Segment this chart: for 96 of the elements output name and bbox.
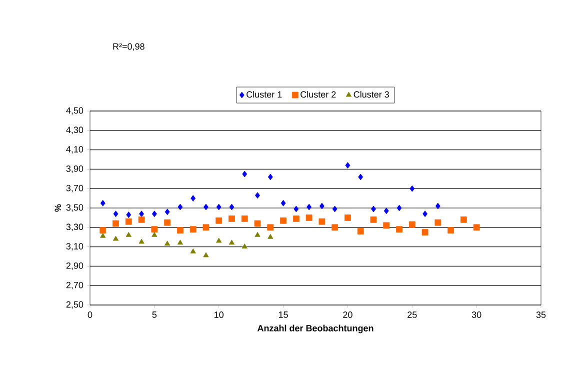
x-tick-label: 15 <box>278 312 288 318</box>
point <box>178 204 183 210</box>
y-tick-label: 2,90 <box>66 262 84 270</box>
point <box>280 200 286 206</box>
point <box>396 204 402 212</box>
point <box>358 174 364 180</box>
point <box>292 215 300 222</box>
point <box>190 226 196 233</box>
point <box>100 200 106 206</box>
x-tick-label: 20 <box>343 312 352 318</box>
x-tick-label: 0 <box>88 312 92 318</box>
point <box>139 210 144 218</box>
point <box>306 214 312 221</box>
y-tick-label: 2,50 <box>66 301 84 309</box>
point <box>306 204 312 210</box>
point <box>216 238 222 243</box>
text: R²=0,98 <box>113 43 144 51</box>
point <box>138 216 145 223</box>
point <box>319 202 324 210</box>
point <box>177 227 184 234</box>
point <box>152 232 158 237</box>
point <box>164 208 170 216</box>
x-tick-label: 10 <box>214 312 224 318</box>
point <box>228 215 235 222</box>
point <box>434 219 442 226</box>
point <box>202 224 210 231</box>
point <box>422 229 428 236</box>
point <box>460 216 467 223</box>
point <box>112 236 119 241</box>
point <box>384 208 389 214</box>
point <box>151 226 158 233</box>
point <box>370 216 377 223</box>
point <box>422 210 428 218</box>
point <box>152 210 157 218</box>
point <box>268 234 274 239</box>
legend-label: Cluster 2 <box>300 91 336 98</box>
point <box>435 202 440 210</box>
point <box>216 217 222 224</box>
y-tick-label: 4,30 <box>66 126 84 134</box>
point <box>228 240 235 245</box>
point <box>371 206 376 212</box>
y-tick-label: 3,50 <box>66 204 84 212</box>
point <box>112 220 119 227</box>
legend-label: Cluster 1 <box>246 91 282 98</box>
point <box>126 212 132 218</box>
point <box>254 232 260 237</box>
point <box>344 214 351 221</box>
point <box>177 240 183 245</box>
point <box>383 222 390 229</box>
point <box>410 185 415 192</box>
point <box>473 224 480 231</box>
point <box>229 204 234 210</box>
point <box>126 232 132 237</box>
y-tick-label: 3,10 <box>66 243 84 251</box>
point <box>254 220 261 227</box>
point <box>216 204 222 210</box>
x-axis-title: Anzahl der Beobachtungen <box>257 324 374 334</box>
point <box>267 224 274 231</box>
point <box>100 227 106 234</box>
y-tick-label: 3,90 <box>66 165 84 173</box>
point <box>242 244 248 248</box>
point <box>357 228 364 234</box>
y-tick-label: 3,70 <box>66 184 84 192</box>
point <box>190 195 196 202</box>
point <box>164 219 171 226</box>
point <box>204 204 208 210</box>
x-tick-label: 25 <box>408 312 417 318</box>
point <box>396 226 402 233</box>
point <box>203 252 209 258</box>
x-tick-label: 35 <box>536 312 546 318</box>
point <box>268 174 273 180</box>
point <box>190 248 196 254</box>
y-tick-label: 3,30 <box>66 224 84 232</box>
point <box>113 210 118 218</box>
point <box>100 232 106 238</box>
point <box>125 218 132 225</box>
legend-label: Cluster 3 <box>354 91 389 98</box>
point <box>318 218 326 225</box>
point <box>408 221 416 228</box>
point <box>242 170 248 178</box>
point <box>345 162 350 169</box>
y-axis-title: % <box>54 204 62 212</box>
point <box>294 206 299 212</box>
point <box>332 206 338 212</box>
point <box>164 240 170 246</box>
point <box>241 215 248 222</box>
y-tick-label: 4,50 <box>66 107 84 115</box>
y-tick-label: 2,70 <box>66 282 84 290</box>
point <box>138 238 144 244</box>
y-tick-label: 4,10 <box>66 146 84 154</box>
x-tick-label: 30 <box>472 312 482 318</box>
point <box>255 192 260 199</box>
point <box>448 227 454 234</box>
point <box>332 224 338 231</box>
point <box>280 217 286 224</box>
x-tick-label: 5 <box>152 312 157 318</box>
